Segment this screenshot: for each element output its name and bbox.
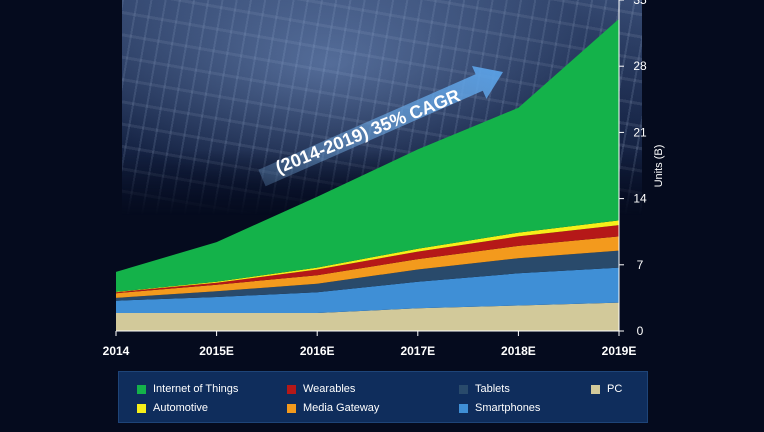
area-layer	[116, 18, 619, 331]
y-tick-label: 14	[633, 192, 647, 206]
area-smartphones	[116, 267, 619, 313]
y-tick-label: 7	[637, 258, 644, 272]
legend-item-media-gateway: Media Gateway	[287, 401, 379, 415]
legend-label: Smartphones	[475, 402, 541, 414]
legend-label: Tablets	[475, 383, 510, 395]
y-tick-label: 21	[633, 125, 647, 139]
y-axis-title: Units (B)	[653, 145, 665, 188]
legend-swatch	[591, 384, 600, 394]
area-wearables	[116, 225, 619, 294]
legend-label: Internet of Things	[153, 383, 239, 395]
legend-swatch	[137, 403, 146, 413]
y-tick-label: 0	[637, 324, 644, 338]
x-tick-label: 2017E	[400, 344, 435, 358]
x-tick-label: 2016E	[300, 344, 335, 358]
legend-item-automotive: Automotive	[137, 401, 208, 415]
area-automotive	[116, 220, 619, 293]
y-tick-label: 35	[633, 0, 647, 7]
legend-label: Automotive	[153, 402, 209, 414]
area-media-gateway	[116, 236, 619, 298]
x-tick-label: 2014	[103, 344, 130, 358]
x-tick-label: 2019E	[602, 344, 637, 358]
y-axis: 0 7 14 21 28 35 Units (B)	[618, 0, 665, 338]
y-tick-label: 28	[633, 59, 647, 73]
legend-swatch	[459, 403, 468, 413]
legend-label: Media Gateway	[303, 402, 380, 414]
x-tick-label: 2015E	[199, 344, 234, 358]
legend-label: Wearables	[303, 383, 356, 395]
area-internet-of-things	[116, 18, 619, 292]
legend-item-internet-of-things: Internet of Things	[137, 382, 238, 396]
x-axis: 2014 2015E 2016E 2017E 2018E 2019E	[103, 330, 637, 358]
legend-item-pc: PC	[591, 382, 622, 396]
cagr-arrow-icon	[258, 66, 503, 187]
legend-item-smartphones: Smartphones	[459, 401, 540, 415]
legend-swatch	[287, 384, 296, 394]
legend: Internet of Things Wearables Tablets PC Auto…	[118, 371, 648, 423]
legend-item-tablets: Tablets	[459, 382, 510, 396]
legend-swatch	[459, 384, 468, 394]
area-pc	[116, 302, 619, 331]
legend-label: PC	[607, 383, 623, 395]
legend-swatch	[137, 384, 146, 394]
area-tablets	[116, 250, 619, 301]
legend-swatch	[287, 403, 296, 413]
x-tick-label: 2018E	[501, 344, 536, 358]
legend-item-wearables: Wearables	[287, 382, 355, 396]
